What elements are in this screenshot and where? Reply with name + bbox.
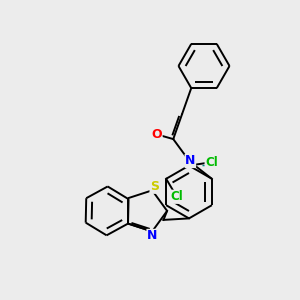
Text: N: N xyxy=(147,230,158,242)
Text: Cl: Cl xyxy=(170,190,183,203)
Text: O: O xyxy=(152,128,162,141)
Text: Cl: Cl xyxy=(205,156,218,169)
Text: -H: -H xyxy=(201,161,214,171)
Text: N: N xyxy=(185,154,196,167)
Text: S: S xyxy=(150,180,159,193)
